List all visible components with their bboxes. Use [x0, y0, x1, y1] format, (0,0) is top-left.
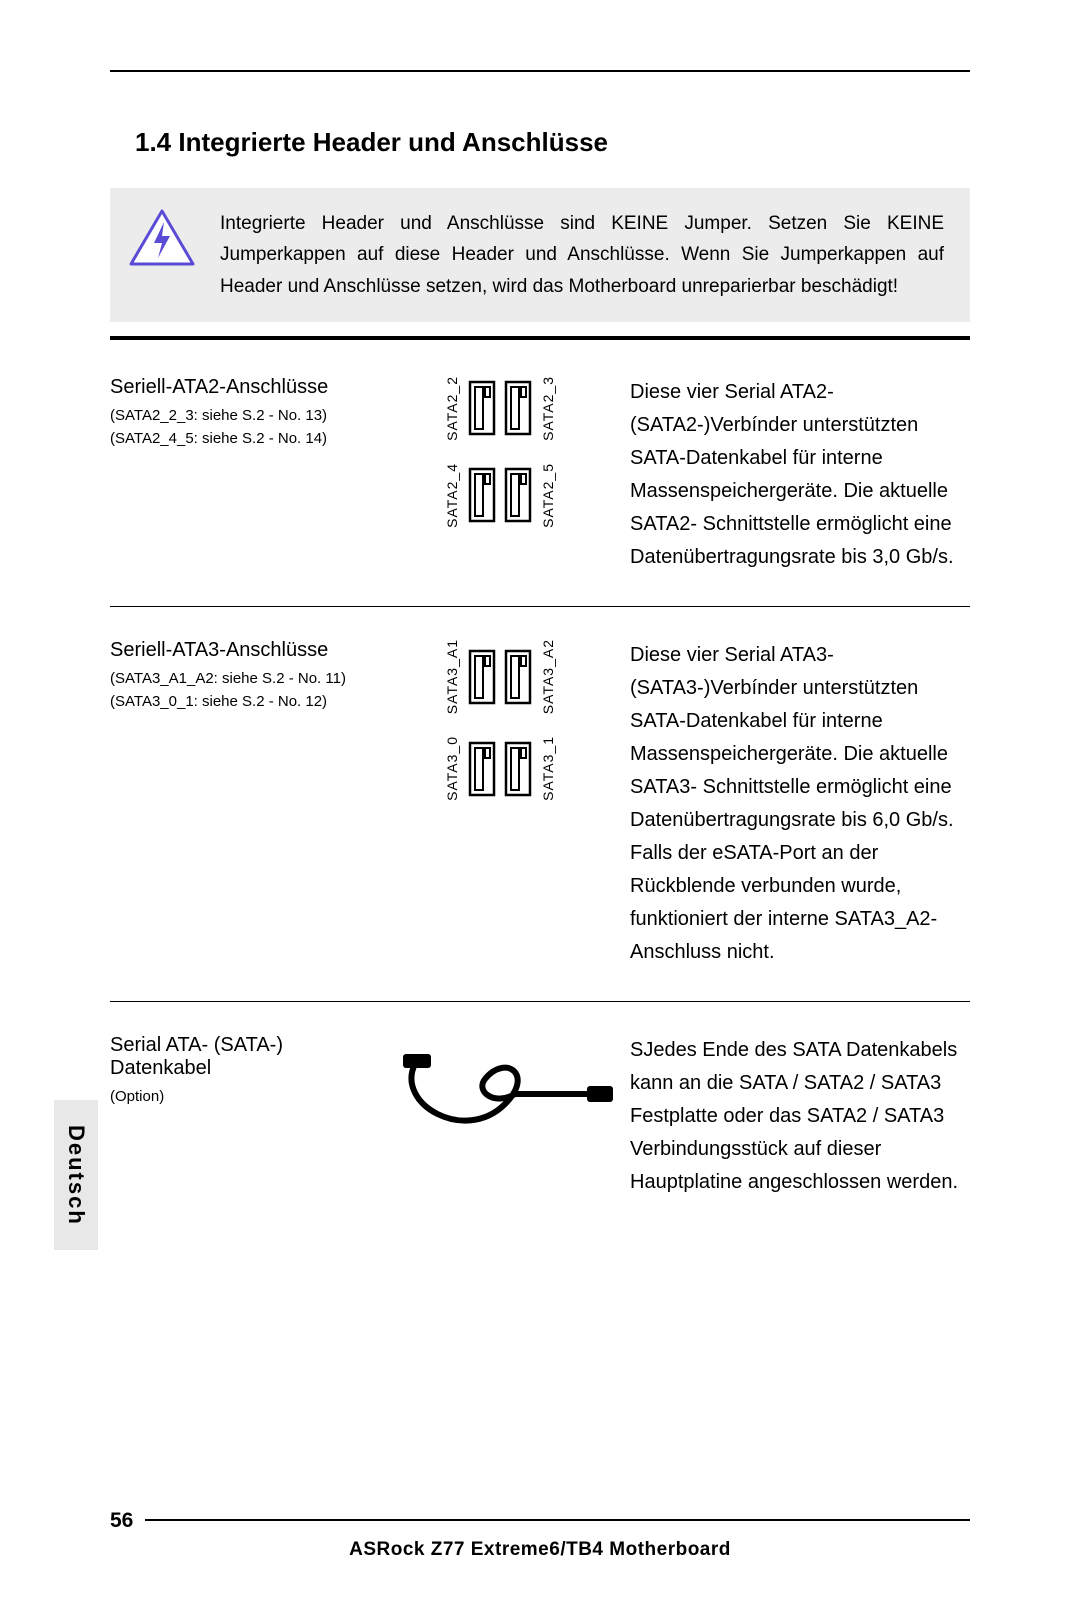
page-number: 56 — [110, 1503, 133, 1533]
language-tab: Deutsch — [54, 1100, 98, 1250]
port-label: SATA3_1 — [540, 736, 556, 801]
row-left: Seriell-ATA3-Anschlüsse (SATA3_A1_A2: si… — [110, 639, 370, 713]
connector-row-cable: Serial ATA- (SATA-) Datenkabel (Option) … — [110, 1028, 970, 1221]
thick-rule — [110, 336, 970, 340]
row-sub: (Option) — [110, 1086, 370, 1109]
port-label: SATA2_2 — [444, 376, 460, 441]
section-number: 1.4 — [135, 127, 171, 157]
warning-triangle-icon — [128, 208, 196, 268]
warning-text: Integrierte Header und Anschlüsse sind K… — [220, 208, 944, 302]
sata-port-icon — [468, 467, 496, 523]
warning-box: Integrierte Header und Anschlüsse sind K… — [110, 188, 970, 322]
thin-rule — [110, 606, 970, 607]
sata-port-icon — [468, 649, 496, 705]
section-title-text: Integrierte Header und Anschlüsse — [178, 127, 608, 157]
row-description: Diese vier Serial ATA3- (SATA3-)Verbínde… — [630, 639, 970, 969]
sata-port-icon — [468, 380, 496, 436]
port-label: SATA2_5 — [540, 463, 556, 528]
row-title: Serial ATA- (SATA-) Datenkabel — [110, 1034, 370, 1080]
row-description: Diese vier Serial ATA2- (SATA2-)Verbínde… — [630, 376, 970, 574]
sata-port-icon — [504, 649, 532, 705]
sata-port-icon — [504, 467, 532, 523]
sata-port-icon — [468, 741, 496, 797]
row-title: Seriell-ATA3-Anschlüsse — [110, 639, 370, 662]
top-rule — [110, 70, 970, 72]
row-sub: (SATA3_A1_A2: siehe S.2 - No. 11) — [110, 668, 370, 691]
connector-row-sata3: Seriell-ATA3-Anschlüsse (SATA3_A1_A2: si… — [110, 633, 970, 991]
sata-cable-icon — [370, 1034, 630, 1154]
row-description: SJedes Ende des SATA Datenkabels kann an… — [630, 1034, 970, 1199]
row-sub: (SATA2_4_5: siehe S.2 - No. 14) — [110, 428, 370, 451]
language-label: Deutsch — [63, 1125, 89, 1226]
footer-title: ASRock Z77 Extreme6/TB4 Motherboard — [110, 1539, 970, 1561]
port-label: SATA3_A1 — [444, 639, 460, 714]
row-diagram: SATA2_2 SATA2_3 SATA2_4 SATA2_5 — [370, 376, 630, 528]
row-left: Seriell-ATA2-Anschlüsse (SATA2_2_3: sieh… — [110, 376, 370, 450]
port-label: SATA3_0 — [444, 736, 460, 801]
port-label: SATA2_4 — [444, 463, 460, 528]
port-label: SATA2_3 — [540, 376, 556, 441]
row-title: Seriell-ATA2-Anschlüsse — [110, 376, 370, 399]
port-label: SATA3_A2 — [540, 639, 556, 714]
sata-port-icon — [504, 380, 532, 436]
sata-port-icon — [504, 741, 532, 797]
row-sub: (SATA2_2_3: siehe S.2 - No. 13) — [110, 405, 370, 428]
thin-rule — [110, 1001, 970, 1002]
row-diagram: SATA3_A1 SATA3_A2 SATA3_0 SATA3_1 — [370, 639, 630, 801]
section-heading: 1.4 Integrierte Header und Anschlüsse — [135, 127, 970, 158]
row-left: Serial ATA- (SATA-) Datenkabel (Option) — [110, 1034, 370, 1109]
connector-row-sata2: Seriell-ATA2-Anschlüsse (SATA2_2_3: sieh… — [110, 370, 970, 596]
row-sub: (SATA3_0_1: siehe S.2 - No. 12) — [110, 691, 370, 714]
page-footer: 56 ASRock Z77 Extreme6/TB4 Motherboard — [110, 1503, 970, 1561]
